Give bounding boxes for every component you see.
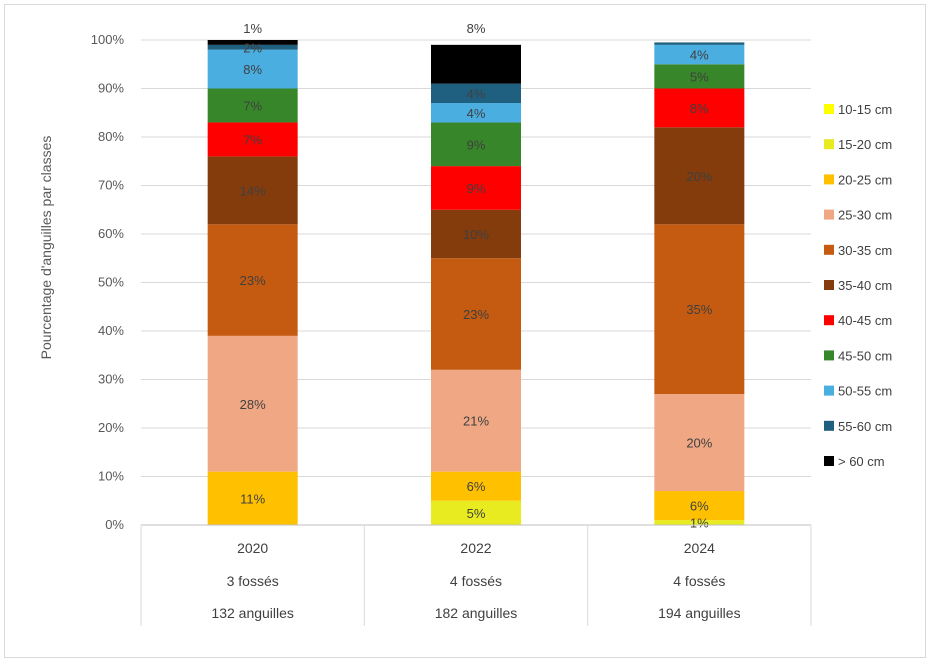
category-ditches: 4 fossés xyxy=(450,573,502,589)
y-tick-label: 10% xyxy=(98,469,124,484)
data-label: 9% xyxy=(467,181,486,196)
data-label: 10% xyxy=(463,227,489,242)
data-label: 20% xyxy=(686,169,712,184)
category-ditches: 3 fossés xyxy=(227,573,279,589)
legend-label: 40-45 cm xyxy=(838,313,892,328)
legend-swatch xyxy=(824,174,834,185)
legend-swatch xyxy=(824,315,834,326)
category-eel-count: 182 anguilles xyxy=(435,605,518,621)
legend-swatch xyxy=(824,456,834,466)
data-label: 7% xyxy=(243,132,262,147)
legend-swatch xyxy=(824,209,834,220)
bar-segment xyxy=(654,42,745,45)
category-year: 2022 xyxy=(460,540,491,556)
y-tick-label: 20% xyxy=(98,420,124,435)
data-label: 5% xyxy=(467,506,486,521)
data-label: 4% xyxy=(690,48,709,63)
legend-swatch xyxy=(824,385,834,396)
bar-segment xyxy=(654,88,745,128)
bar-segment xyxy=(207,44,298,50)
category-year: 2024 xyxy=(684,540,715,556)
data-label: 23% xyxy=(463,307,489,322)
legend-swatch xyxy=(824,420,834,431)
y-tick-label: 90% xyxy=(98,81,124,96)
bar-segment xyxy=(654,64,745,89)
bar-segment xyxy=(654,127,745,225)
legend-swatch xyxy=(824,350,834,361)
bar-segment xyxy=(431,369,521,472)
category-eel-count: 194 anguilles xyxy=(658,605,741,621)
data-label: 14% xyxy=(240,183,266,198)
data-label: 8% xyxy=(467,21,486,36)
legend-label: 30-35 cm xyxy=(838,243,892,258)
bar-segment xyxy=(431,122,521,167)
bar-segment xyxy=(654,44,745,65)
data-label: 7% xyxy=(243,98,262,113)
data-label: 6% xyxy=(467,479,486,494)
bar-segment xyxy=(431,166,521,210)
data-label: 4% xyxy=(467,86,486,101)
data-label: 8% xyxy=(243,62,262,77)
data-label: 5% xyxy=(690,69,709,84)
category-ditches: 4 fossés xyxy=(673,573,725,589)
legend-swatch xyxy=(824,244,834,255)
bar-segment xyxy=(207,156,298,225)
bar-segment xyxy=(207,335,298,472)
category-eel-count: 132 anguilles xyxy=(211,605,294,621)
y-tick-label: 40% xyxy=(98,323,124,338)
bar-segment xyxy=(431,209,521,259)
y-tick-label: 100% xyxy=(91,32,125,47)
bar-segment xyxy=(431,103,521,123)
bar-segment xyxy=(431,258,521,370)
legend-label: 55-60 cm xyxy=(838,419,892,434)
y-tick-label: 60% xyxy=(98,226,124,241)
legend-label: 45-50 cm xyxy=(838,348,892,363)
bar-segment xyxy=(654,520,745,525)
data-label: 21% xyxy=(463,414,489,429)
legend-label: > 60 cm xyxy=(838,454,885,469)
data-label: 20% xyxy=(686,436,712,451)
y-tick-label: 50% xyxy=(98,275,124,290)
data-label: 28% xyxy=(240,397,266,412)
y-tick-label: 0% xyxy=(105,517,124,532)
data-label: 1% xyxy=(243,21,262,36)
y-tick-label: 80% xyxy=(98,129,124,144)
bar-segment xyxy=(207,224,298,336)
y-tick-label: 70% xyxy=(98,178,124,193)
bar-segment xyxy=(654,491,745,521)
data-label: 9% xyxy=(467,137,486,152)
bar-segment xyxy=(431,83,521,104)
legend-label: 35-40 cm xyxy=(838,278,892,293)
legend-label: 15-20 cm xyxy=(838,137,892,152)
data-label: 23% xyxy=(240,273,266,288)
bar-segment xyxy=(431,44,521,84)
bar-segment xyxy=(431,500,521,525)
data-label: 2% xyxy=(243,40,262,55)
legend-label: 10-15 cm xyxy=(838,102,892,117)
category-year: 2020 xyxy=(237,540,268,556)
bar-segment xyxy=(207,122,298,157)
legend-swatch xyxy=(824,280,834,290)
data-label: 1% xyxy=(690,516,709,531)
bar-segment xyxy=(654,224,745,395)
bar-segment xyxy=(207,471,298,525)
bar-segment xyxy=(431,471,521,501)
data-label: 35% xyxy=(686,302,712,317)
data-label: 11% xyxy=(240,491,265,506)
bar-segment xyxy=(207,40,298,45)
y-axis-title: Pourcentage d'anguilles par classes xyxy=(38,136,54,360)
y-tick-label: 30% xyxy=(98,372,124,387)
bar-segment xyxy=(654,394,745,492)
legend-swatch xyxy=(824,104,834,114)
bar-segment xyxy=(207,49,298,89)
legend-label: 20-25 cm xyxy=(838,172,892,187)
legend-label: 25-30 cm xyxy=(838,208,892,223)
legend-label: 50-55 cm xyxy=(838,384,892,399)
bar-segment xyxy=(207,88,298,123)
data-label: 4% xyxy=(467,106,486,121)
legend-swatch xyxy=(824,139,834,150)
data-label: 6% xyxy=(690,499,709,514)
data-label: 8% xyxy=(690,101,709,116)
